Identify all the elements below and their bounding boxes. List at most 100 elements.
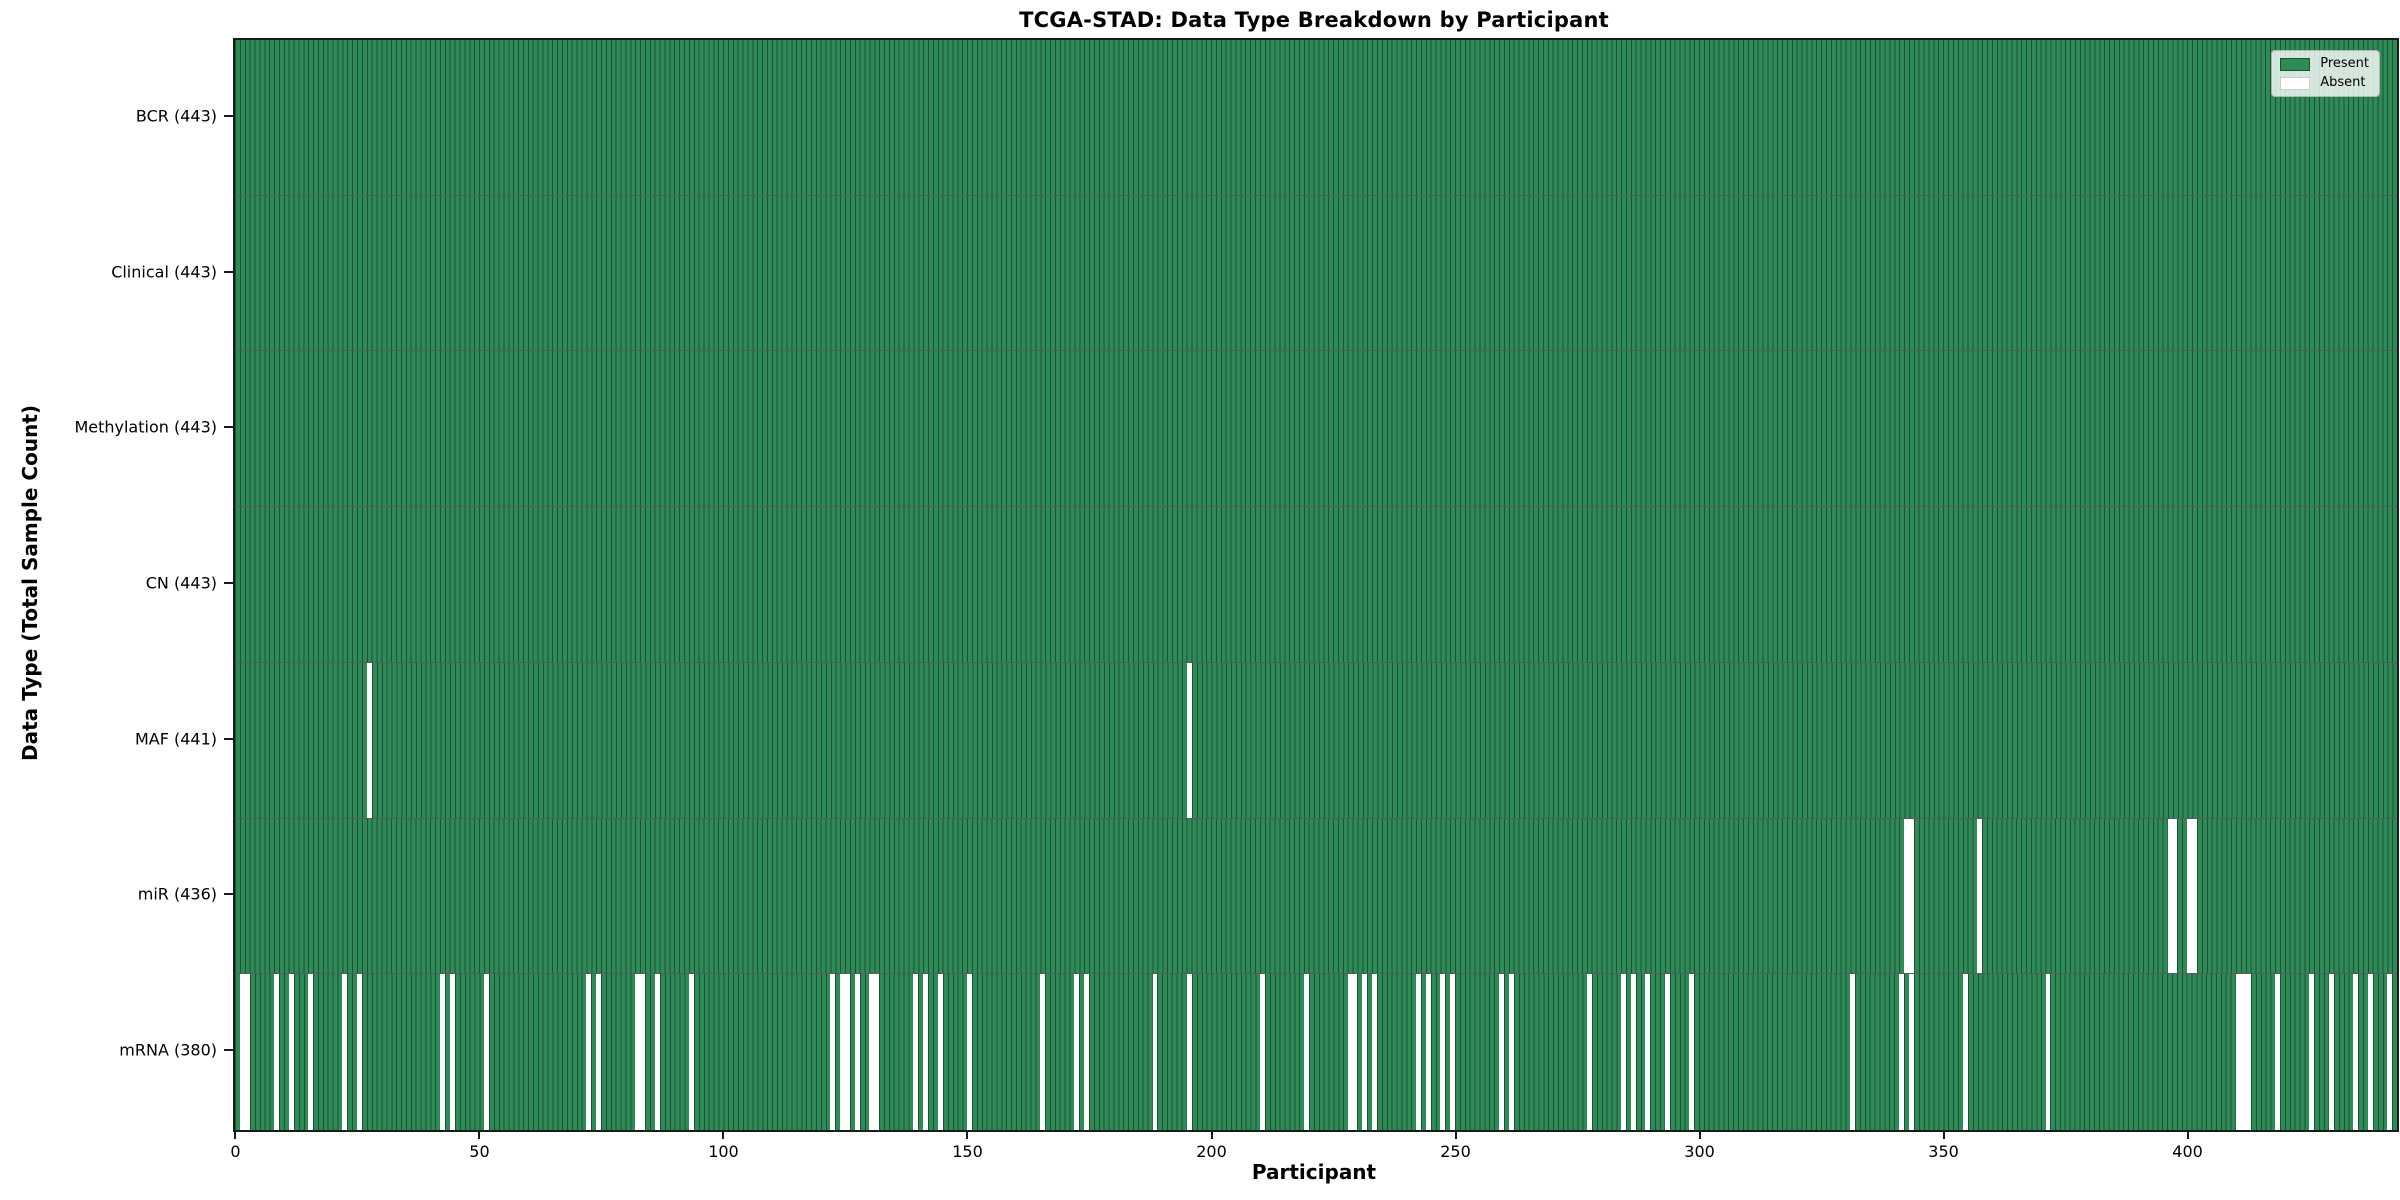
legend-present-swatch <box>2280 57 2311 71</box>
present-segment <box>235 40 2397 195</box>
present-segment <box>1625 974 1631 1130</box>
y-tick-label-mir: miR (436) <box>137 884 217 904</box>
present-segment <box>1650 974 1665 1130</box>
present-segment <box>371 662 1187 818</box>
present-segment <box>1089 974 1153 1130</box>
present-segment <box>2333 974 2354 1130</box>
present-segment <box>235 818 1905 974</box>
y-tick-label-clinical: Clinical (443) <box>111 262 217 282</box>
present-segment <box>278 974 289 1130</box>
present-segment <box>1913 818 1978 974</box>
legend-present-label: Present <box>2320 56 2369 71</box>
present-segment <box>918 974 924 1130</box>
present-segment <box>644 974 655 1130</box>
present-segment <box>1157 974 1187 1130</box>
present-segment <box>1455 974 1499 1130</box>
y-tick-label-bcr: BCR (443) <box>135 106 217 126</box>
present-segment <box>2050 974 2236 1130</box>
y-tick-mark <box>224 1049 233 1052</box>
present-segment <box>2314 974 2329 1130</box>
present-segment <box>859 974 870 1130</box>
y-tick-mark <box>224 270 233 273</box>
present-segment <box>1191 974 1260 1130</box>
present-segment <box>1967 974 2046 1130</box>
present-segment <box>454 974 484 1130</box>
present-segment <box>1503 974 1509 1130</box>
y-tick-label-cn: CN (443) <box>145 573 217 593</box>
y-tick-label-mrna: mRNA (380) <box>119 1040 217 1060</box>
present-segment <box>235 507 2397 662</box>
present-segment <box>942 974 968 1130</box>
x-tick-mark <box>478 1130 481 1139</box>
y-tick-mark <box>224 737 233 740</box>
present-segment <box>849 974 855 1130</box>
x-tick-mark <box>1454 1130 1457 1139</box>
present-segment <box>1982 818 2168 974</box>
heatmap-rows <box>235 40 2397 1130</box>
present-segment <box>1591 974 1622 1130</box>
y-tick-label-maf: MAF (441) <box>134 729 217 749</box>
present-segment <box>835 974 841 1130</box>
x-tick-label: 50 <box>469 1142 490 1161</box>
present-segment <box>1669 974 1690 1130</box>
present-segment <box>1079 974 1085 1130</box>
y-tick-mark <box>224 114 233 117</box>
present-segment <box>313 974 343 1130</box>
present-segment <box>591 974 597 1130</box>
present-segment <box>235 351 2397 507</box>
present-segment <box>235 974 240 1130</box>
present-segment <box>488 974 587 1130</box>
x-tick-mark <box>722 1130 725 1139</box>
present-segment <box>1445 974 1451 1130</box>
x-tick-label: 400 <box>2172 1142 2203 1161</box>
present-segment <box>2279 974 2310 1130</box>
legend-absent-label: Absent <box>2320 75 2366 90</box>
x-tick-label: 100 <box>708 1142 739 1161</box>
heatmap-row-cn <box>235 507 2397 663</box>
present-segment <box>293 974 309 1130</box>
present-segment <box>361 974 440 1130</box>
heatmap-row-methylation <box>235 351 2397 508</box>
present-segment <box>235 662 367 818</box>
present-segment <box>1430 974 1441 1130</box>
present-segment <box>2357 974 2368 1130</box>
present-segment <box>1913 974 1963 1130</box>
present-segment <box>971 974 1041 1130</box>
present-segment <box>1367 974 1373 1130</box>
plot-area: Present Absent <box>233 38 2399 1132</box>
x-tick-label: 300 <box>1684 1142 1715 1161</box>
x-tick-mark <box>1210 1130 1213 1139</box>
x-axis-label: Participant <box>1251 1160 1377 1184</box>
legend-absent-swatch <box>2280 76 2311 90</box>
x-tick-label: 200 <box>1196 1142 1227 1161</box>
y-tick-label-methylation: Methylation (443) <box>74 417 217 437</box>
present-segment <box>2196 818 2397 974</box>
present-segment <box>2392 974 2397 1130</box>
heatmap-row-mrna <box>235 974 2397 1130</box>
x-tick-mark <box>966 1130 969 1139</box>
x-tick-mark <box>1942 1130 1945 1139</box>
x-tick-mark <box>234 1130 237 1139</box>
legend-entry-present: Present <box>2280 57 2369 71</box>
present-segment <box>1308 974 1348 1130</box>
x-tick-mark <box>2186 1130 2189 1139</box>
present-segment <box>1635 974 1646 1130</box>
present-segment <box>1855 974 1900 1130</box>
present-segment <box>1904 974 1909 1130</box>
present-segment <box>1694 974 1851 1130</box>
x-tick-label: 150 <box>952 1142 983 1161</box>
present-segment <box>659 974 689 1130</box>
y-tick-mark <box>224 426 233 429</box>
present-segment <box>1045 974 1075 1130</box>
heatmap-row-clinical <box>235 195 2397 352</box>
x-tick-label: 250 <box>1440 1142 1471 1161</box>
legend: Present Absent <box>2271 50 2380 97</box>
y-tick-mark <box>224 582 233 584</box>
legend-entry-absent: Absent <box>2280 76 2369 90</box>
heatmap-row-maf <box>235 662 2397 819</box>
chart-title: TCGA-STAD: Data Type Breakdown by Partic… <box>1019 8 1609 32</box>
present-segment <box>1357 974 1363 1130</box>
y-tick-mark <box>224 893 233 896</box>
heatmap-row-mir <box>235 818 2397 975</box>
